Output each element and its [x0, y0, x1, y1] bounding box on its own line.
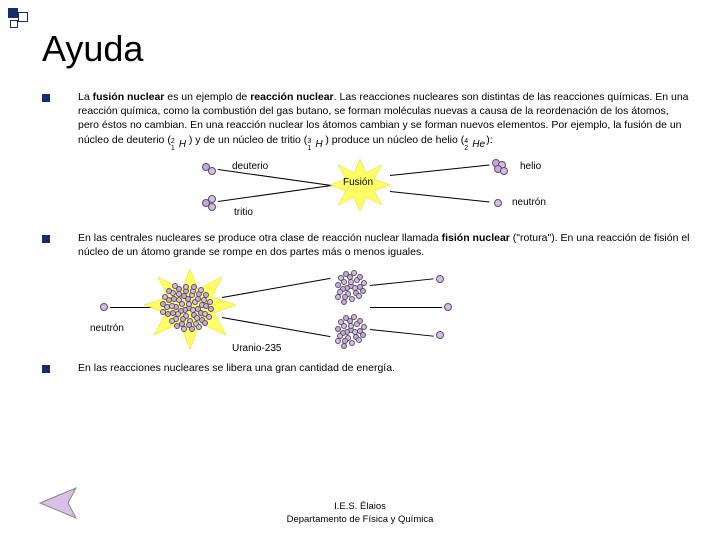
paragraph-3: En las reacciones nucleares se libera un… — [78, 361, 395, 375]
label-deuterio: deuterio — [232, 161, 268, 172]
page-title: Ayuda — [42, 28, 143, 70]
corner-decoration — [8, 8, 32, 32]
footer-line-1: I.E.S. Élaios — [0, 501, 720, 513]
paragraph-2: En las centrales nucleares se produce ot… — [78, 231, 690, 259]
fusion-diagram: deuterio tritio Fusión helio neutrón — [142, 155, 690, 225]
label-uranio: Uranio-235 — [232, 343, 281, 354]
bullet-item-2: En las centrales nucleares se produce ot… — [42, 231, 690, 259]
bullet-item-3: En las reacciones nucleares se libera un… — [42, 361, 690, 375]
label-neutron-in: neutrón — [90, 323, 124, 334]
label-fusion: Fusión — [343, 177, 373, 188]
uranium-nucleus — [162, 281, 216, 335]
bullet-icon — [42, 235, 50, 243]
label-neutron: neutrón — [512, 197, 546, 208]
paragraph-1: La fusión nuclear es un ejemplo de reacc… — [78, 90, 690, 147]
bullet-item-1: La fusión nuclear es un ejemplo de reacc… — [42, 90, 690, 147]
fragment-1 — [334, 269, 368, 303]
label-helio: helio — [520, 161, 541, 172]
bullet-icon — [42, 94, 50, 102]
fragment-2 — [334, 313, 368, 347]
footer-line-2: Departamento de Física y Química — [0, 514, 720, 526]
fission-diagram: neutrón Uranio-235 — [82, 267, 690, 357]
label-tritio: tritio — [234, 207, 253, 218]
footer: I.E.S. Élaios Departamento de Física y Q… — [0, 501, 720, 526]
bullet-icon — [42, 365, 50, 373]
